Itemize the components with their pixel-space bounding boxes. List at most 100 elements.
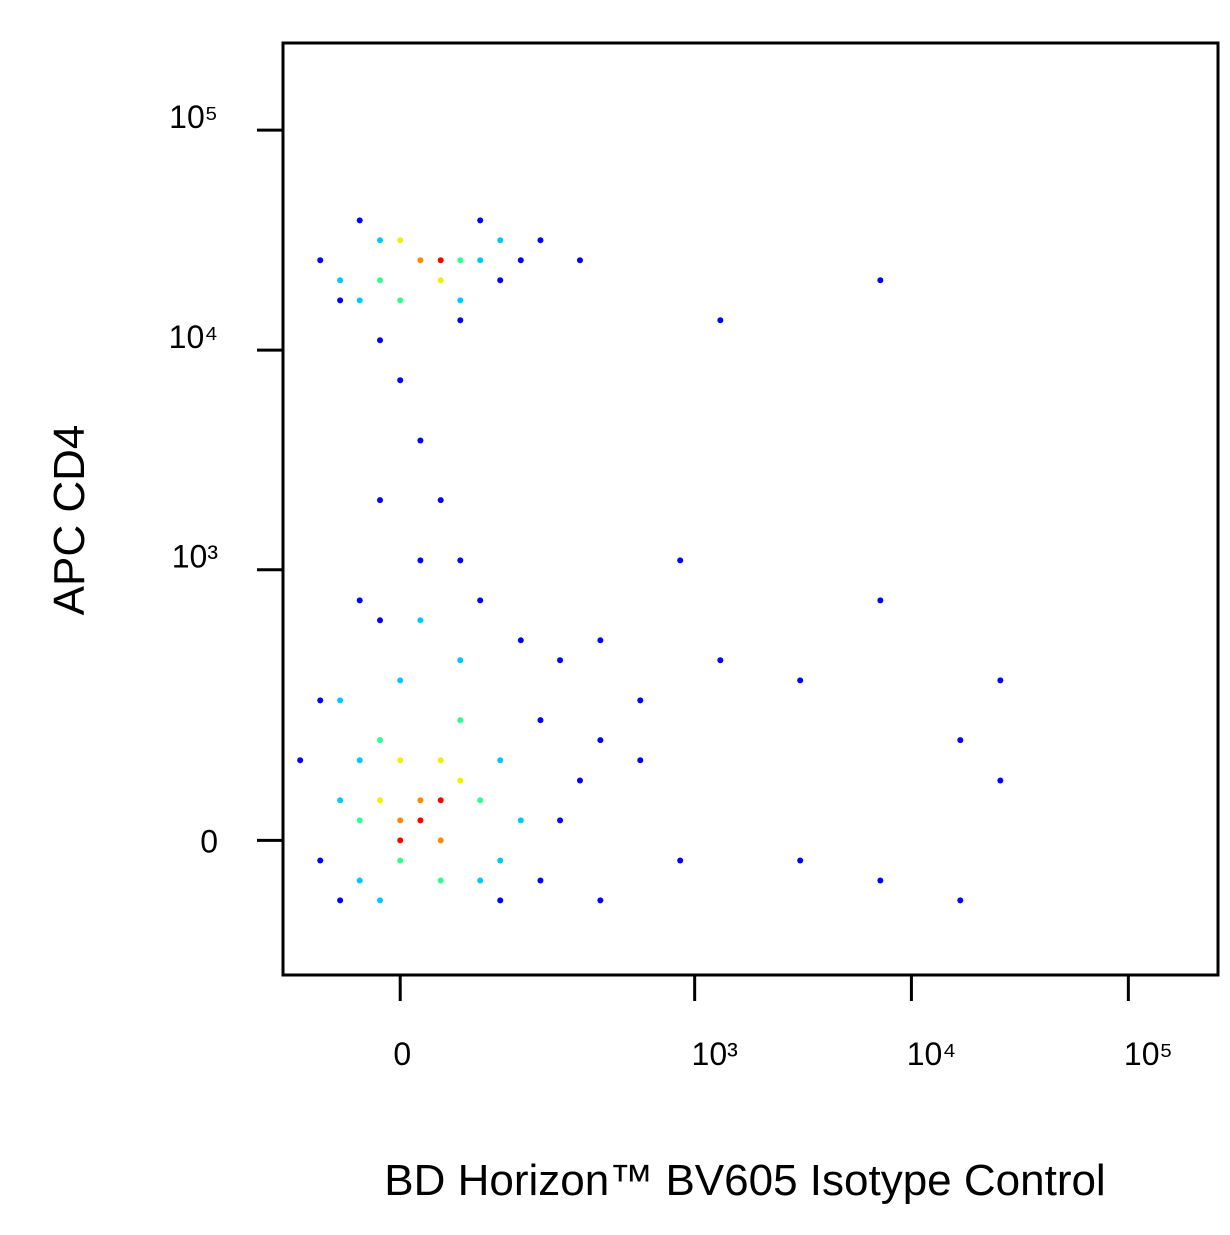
point	[337, 697, 344, 704]
point	[317, 257, 324, 264]
point	[377, 277, 384, 284]
point	[437, 277, 444, 284]
point	[576, 777, 583, 784]
point	[337, 277, 344, 284]
point	[377, 737, 384, 744]
point	[497, 857, 504, 864]
point	[317, 697, 324, 704]
point	[437, 257, 444, 264]
point	[397, 837, 404, 844]
point	[477, 257, 484, 264]
y-axis-label: APC CD4	[45, 425, 94, 616]
point	[356, 297, 363, 304]
point	[417, 817, 424, 824]
point	[457, 297, 464, 304]
y-tick-label: 10⁵	[169, 99, 218, 135]
point	[377, 617, 384, 624]
point	[517, 257, 524, 264]
point	[957, 897, 964, 904]
plot-frame	[281, 41, 1220, 977]
point	[397, 377, 404, 384]
point	[477, 217, 484, 224]
y-tick-label: 0	[200, 823, 218, 859]
point	[457, 317, 464, 324]
point	[437, 757, 444, 764]
point	[517, 817, 524, 824]
point	[517, 637, 524, 644]
point	[477, 877, 484, 884]
point	[397, 817, 404, 824]
point	[537, 877, 544, 884]
point	[557, 657, 564, 664]
point	[677, 857, 684, 864]
point	[637, 757, 644, 764]
point	[337, 797, 344, 804]
point	[297, 757, 304, 764]
point	[997, 677, 1004, 684]
x-tick-label: 10³	[692, 1036, 739, 1072]
point	[397, 757, 404, 764]
point	[497, 757, 504, 764]
x-tick-label: 10⁵	[1124, 1036, 1173, 1072]
point	[397, 237, 404, 244]
point	[497, 277, 504, 284]
point	[377, 797, 384, 804]
point	[457, 777, 464, 784]
point	[337, 897, 344, 904]
point	[557, 817, 564, 824]
point	[597, 737, 604, 744]
point	[877, 277, 884, 284]
point	[957, 737, 964, 744]
point	[877, 597, 884, 604]
point	[637, 697, 644, 704]
point	[437, 837, 444, 844]
point	[397, 677, 404, 684]
point	[337, 297, 344, 304]
point	[797, 677, 804, 684]
x-tick-label: 0	[393, 1036, 411, 1072]
point	[457, 657, 464, 664]
point	[317, 857, 324, 864]
point	[477, 597, 484, 604]
point	[397, 857, 404, 864]
point	[537, 717, 544, 724]
point	[477, 797, 484, 804]
point	[797, 857, 804, 864]
point	[457, 717, 464, 724]
point	[417, 617, 424, 624]
point	[437, 797, 444, 804]
point	[356, 877, 363, 884]
point	[497, 897, 504, 904]
point	[597, 637, 604, 644]
point	[356, 817, 363, 824]
point	[677, 557, 684, 564]
point	[497, 237, 504, 244]
point	[537, 237, 544, 244]
point	[417, 797, 424, 804]
y-tick-label: 10³	[172, 539, 219, 575]
point	[377, 237, 384, 244]
point	[437, 497, 444, 504]
point	[356, 757, 363, 764]
point	[437, 877, 444, 884]
point	[576, 257, 583, 264]
point	[377, 337, 384, 344]
point	[877, 877, 884, 884]
point	[417, 557, 424, 564]
point	[417, 257, 424, 264]
point	[997, 777, 1004, 784]
point	[417, 437, 424, 444]
point	[377, 497, 384, 504]
point	[717, 657, 724, 664]
point	[356, 217, 363, 224]
x-axis-label: BD Horizon™ BV605 Isotype Control	[384, 1156, 1105, 1205]
point	[457, 257, 464, 264]
point	[377, 897, 384, 904]
point	[597, 897, 604, 904]
point	[457, 557, 464, 564]
point	[717, 317, 724, 324]
point	[397, 297, 404, 304]
y-tick-label: 10⁴	[169, 319, 218, 355]
x-tick-label: 10⁴	[907, 1036, 956, 1072]
